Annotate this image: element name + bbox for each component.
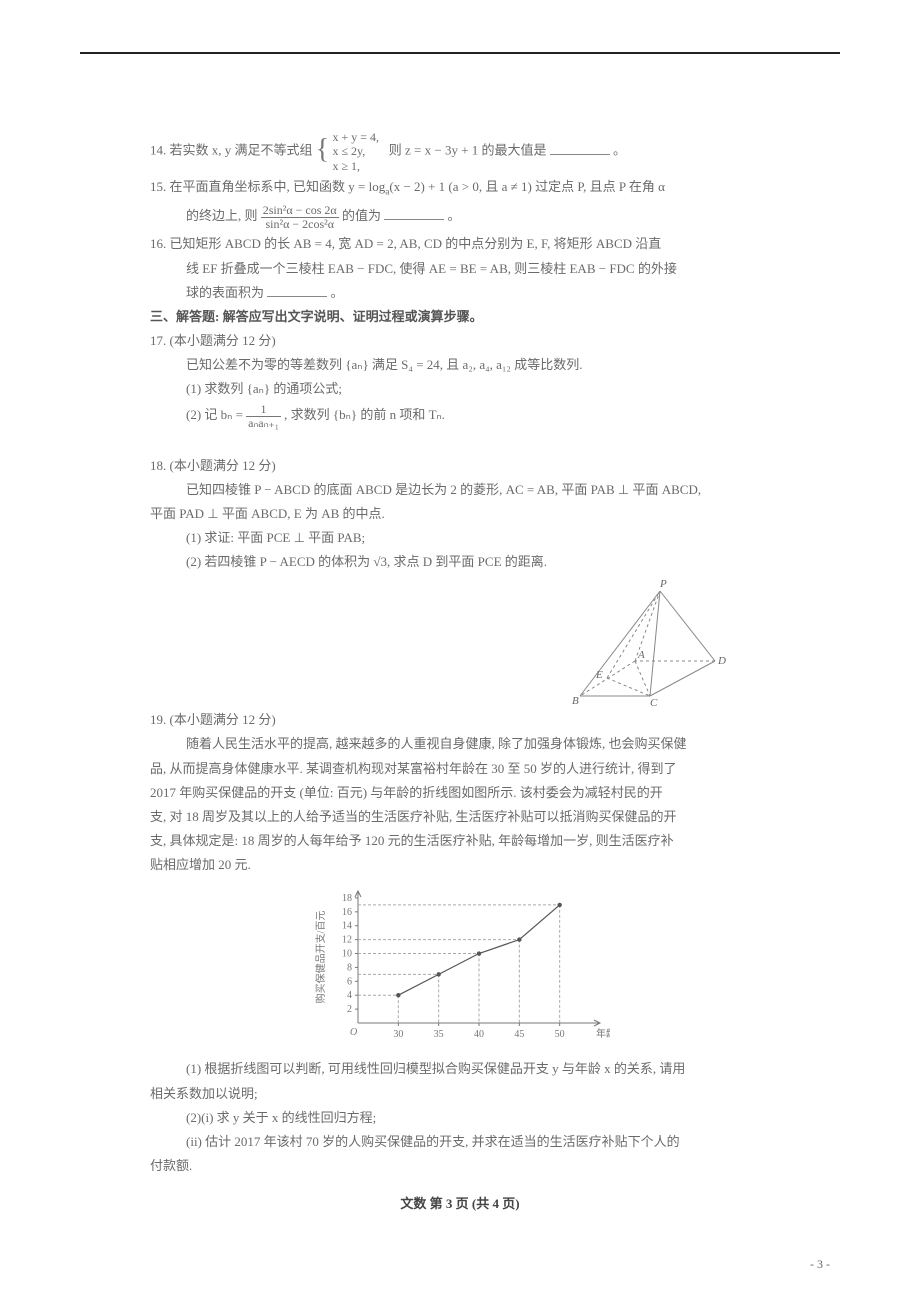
q18-head: 18. (本小题满分 12 分): [150, 456, 770, 476]
q15-tail: 。: [447, 208, 460, 223]
q14-pre: 若实数 x, y 满足不等式组: [170, 143, 313, 158]
q15-frac-num: 2sin²α − cos 2α: [261, 204, 339, 218]
q17-p2a: (2) 记 bₙ =: [186, 408, 243, 423]
blank: [384, 208, 444, 221]
q15-line2: 的终边上, 则 2sin²α − cos 2α sin²α − 2cos²α 的…: [150, 204, 770, 230]
svg-text:4: 4: [347, 991, 352, 1002]
svg-text:6: 6: [347, 977, 352, 988]
q17-frac-den: aₙaₙ₊₁: [246, 417, 281, 430]
svg-text:35: 35: [434, 1029, 444, 1040]
q17-l1: 已知公差不为零的等差数列 {aₙ} 满足 S₄ = 24, 且 a₂, a₄, …: [150, 355, 770, 375]
q14-label: 14.: [150, 143, 166, 158]
page-number: - 3 -: [810, 1257, 830, 1272]
svg-text:50: 50: [555, 1029, 565, 1040]
q17-p2b: , 求数列 {bₙ} 的前 n 项和 Tₙ.: [284, 408, 445, 423]
svg-text:10: 10: [342, 949, 352, 960]
lbl-A: A: [637, 649, 645, 661]
svg-text:O: O: [350, 1027, 357, 1038]
blank: [550, 142, 610, 155]
q16-l1: 16. 已知矩形 ABCD 的长 AB = 4, 宽 AD = 2, AB, C…: [150, 234, 770, 254]
q19-p2ii: (ii) 估计 2017 年该村 70 岁的人购买保健品的开支, 并求在适当的生…: [150, 1132, 770, 1152]
exam-content: 14. 若实数 x, y 满足不等式组 { x + y = 4, x ≤ 2y,…: [150, 130, 770, 1214]
q15-l1a: 在平面直角坐标系中, 已知函数 y = log: [170, 179, 386, 194]
svg-text:年龄/岁: 年龄/岁: [596, 1027, 610, 1040]
blank: [267, 284, 327, 297]
lbl-E: E: [595, 669, 603, 681]
q18-label: 18.: [150, 458, 166, 473]
page: 14. 若实数 x, y 满足不等式组 { x + y = 4, x ≤ 2y,…: [0, 0, 920, 1302]
svg-text:8: 8: [347, 963, 352, 974]
brace-icon: {: [316, 143, 329, 157]
svg-text:16: 16: [342, 907, 352, 918]
q19-head: 19. (本小题满分 12 分): [150, 710, 770, 730]
q16-l3: 球的表面积为 。: [150, 283, 770, 303]
lbl-C: C: [650, 697, 658, 706]
q17-frac-num: 1: [246, 403, 281, 417]
q14-sys1: x + y = 4,: [332, 130, 379, 144]
q17-p2: (2) 记 bₙ = 1 aₙaₙ₊₁ , 求数列 {bₙ} 的前 n 项和 T…: [150, 403, 770, 429]
q19-headtxt: (本小题满分 12 分): [170, 712, 276, 727]
pyramid-svg: P A B C D E: [510, 576, 730, 706]
q15-label: 15.: [150, 179, 166, 194]
q16-l2: 线 EF 折叠成一个三棱柱 EAB − FDC, 使得 AE = BE = AB…: [150, 259, 770, 279]
q14-system: x + y = 4, x ≤ 2y, x ≥ 1,: [332, 130, 379, 173]
q14: 14. 若实数 x, y 满足不等式组 { x + y = 4, x ≤ 2y,…: [150, 130, 770, 173]
q19-t3: 2017 年购买保健品的开支 (单位: 百元) 与年龄的折线图如图所示. 该村委…: [150, 783, 770, 803]
q19-t4: 支, 对 18 周岁及其以上的人给予适当的生活医疗补贴, 生活医疗补贴可以抵消购…: [150, 807, 770, 827]
q19-p1: (1) 根据折线图可以判断, 可用线性回归模型拟合购买保健品开支 y 与年龄 x…: [150, 1059, 770, 1079]
q19-t1: 随着人民生活水平的提高, 越来越多的人重视自身健康, 除了加强身体锻炼, 也会购…: [150, 734, 770, 754]
q14-tail: 。: [613, 143, 626, 158]
q15-line1: 15. 在平面直角坐标系中, 已知函数 y = loga(x − 2) + 1 …: [150, 177, 770, 200]
q19-p2iii: 付款额.: [150, 1156, 770, 1176]
q14-post: 则 z = x − 3y + 1 的最大值是: [389, 143, 547, 158]
line-chart: 2 4 6 8 10 12 14 16 18 30 35 40 45 50 O 年龄/岁 购买保健品开支/百元: [310, 881, 610, 1057]
svg-text:12: 12: [342, 935, 352, 946]
svg-text:40: 40: [474, 1029, 484, 1040]
q15-l2a: 的终边上, 则: [186, 208, 258, 223]
q19-t5: 支, 具体规定是: 18 周岁的人每年给予 120 元的生活医疗补贴, 年龄每增…: [150, 831, 770, 851]
q18-l1: 已知四棱锥 P − ABCD 的底面 ABCD 是边长为 2 的菱形, AC =…: [150, 480, 770, 500]
q19-p2i: (2)(i) 求 y 关于 x 的线性回归方程;: [150, 1108, 770, 1128]
svg-text:2: 2: [347, 1004, 352, 1015]
q19-t6: 贴相应增加 20 元.: [150, 855, 770, 875]
q15-l2b: 的值为: [342, 208, 381, 223]
lbl-B: B: [572, 695, 579, 706]
svg-text:30: 30: [393, 1029, 403, 1040]
page-footer: 文数 第 3 页 (共 4 页): [150, 1194, 770, 1214]
q19-t2: 品, 从而提高身体健康水平. 某调查机构现对某富裕村年龄在 30 至 50 岁的…: [150, 759, 770, 779]
q17-frac: 1 aₙaₙ₊₁: [246, 403, 281, 429]
top-rule: [80, 52, 840, 54]
q16-tail: 。: [331, 285, 344, 300]
q16-t1: 已知矩形 ABCD 的长 AB = 4, 宽 AD = 2, AB, CD 的中…: [170, 236, 662, 251]
q17-headtxt: (本小题满分 12 分): [170, 333, 276, 348]
section-3-title: 三、解答题: 解答应写出文字说明、证明过程或演算步骤。: [150, 307, 770, 327]
q14-sys3: x ≥ 1,: [332, 159, 360, 173]
q17-p1: (1) 求数列 {aₙ} 的通项公式;: [150, 379, 770, 399]
spacer: [150, 434, 770, 456]
q15-frac-den: sin²α − 2cos²α: [261, 218, 339, 231]
lbl-P: P: [659, 578, 667, 590]
q18-l2: 平面 PAD ⊥ 平面 ABCD, E 为 AB 的中点.: [150, 504, 770, 524]
svg-text:18: 18: [342, 893, 352, 904]
q18-p1: (1) 求证: 平面 PCE ⊥ 平面 PAB;: [150, 528, 770, 548]
q16-l3a: 球的表面积为: [186, 285, 264, 300]
svg-text:14: 14: [342, 921, 352, 932]
q15-l1b: (x − 2) + 1 (a > 0, 且 a ≠ 1) 过定点 P, 且点 P…: [389, 179, 665, 194]
chart-svg: 2 4 6 8 10 12 14 16 18 30 35 40 45 50 O 年龄/岁 购买保健品开支/百元: [310, 881, 610, 1051]
q19-label: 19.: [150, 712, 166, 727]
q15-frac: 2sin²α − cos 2α sin²α − 2cos²α: [261, 204, 339, 230]
q18-headtxt: (本小题满分 12 分): [170, 458, 276, 473]
pyramid-figure: P A B C D E: [510, 576, 730, 706]
q17-head: 17. (本小题满分 12 分): [150, 331, 770, 351]
svg-text:购买保健品开支/百元: 购买保健品开支/百元: [314, 911, 327, 1004]
q17-label: 17.: [150, 333, 166, 348]
q14-sys2: x ≤ 2y,: [332, 144, 365, 158]
q19-p1b: 相关系数加以说明;: [150, 1084, 770, 1104]
q16-label: 16.: [150, 236, 166, 251]
q18-p2: (2) 若四棱锥 P − AECD 的体积为 √3, 求点 D 到平面 PCE …: [150, 552, 770, 572]
svg-text:45: 45: [514, 1029, 524, 1040]
lbl-D: D: [717, 655, 726, 667]
